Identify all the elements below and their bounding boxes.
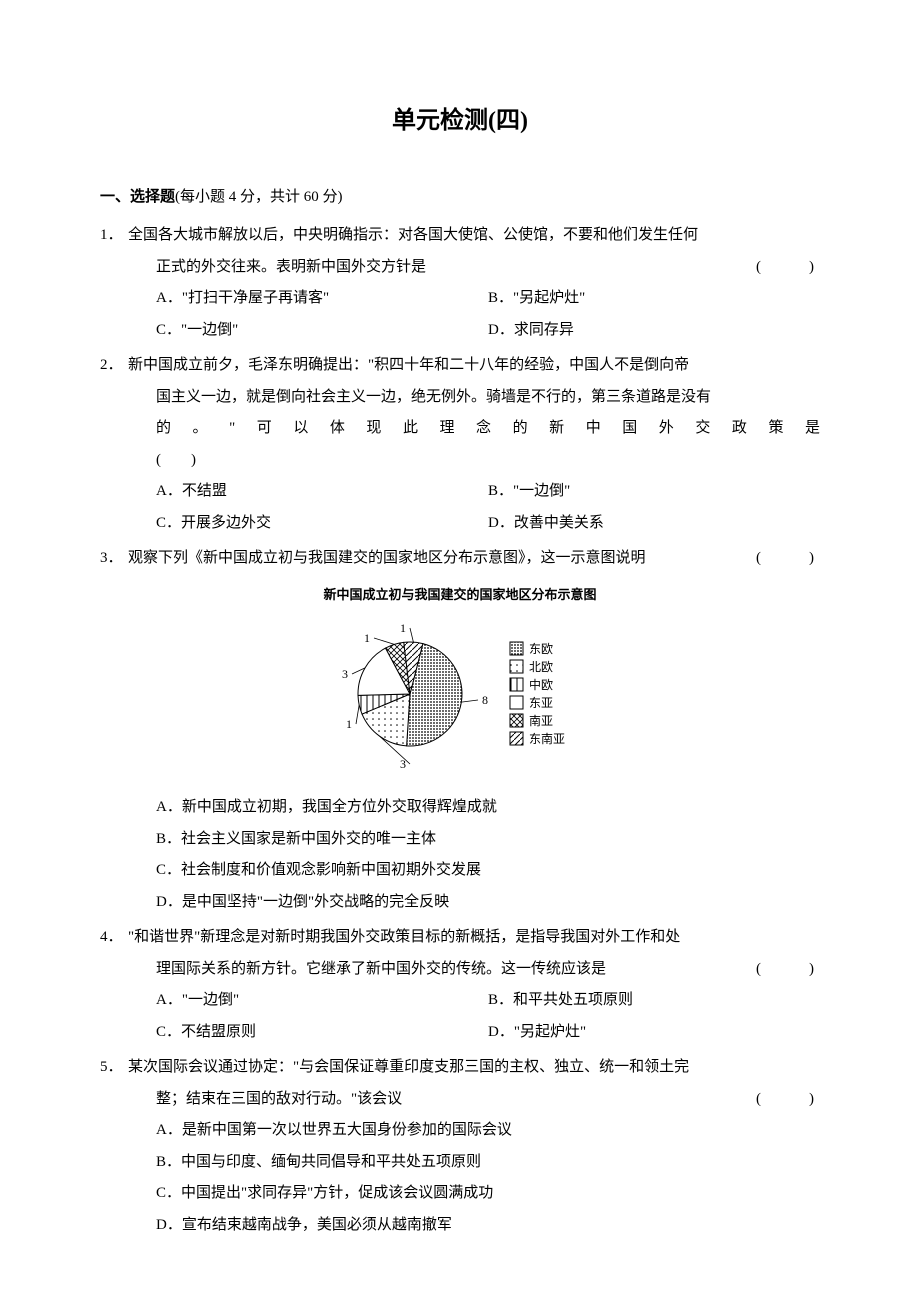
svg-text:东南亚: 东南亚 [529,731,565,746]
q2-opt-a: A．不结盟 [156,476,488,508]
q2-stem-line2: 国主义一边，就是倒向社会主义一边，绝无例外。骑墙是不行的，第三条道路是没有 [100,382,820,414]
q4-text1: "和谐世界"新理念是对新时期我国外交政策目标的新概括，是指导我国对外工作和处 [128,929,680,945]
answer-blank[interactable]: ( ) [156,452,196,468]
pie-chart: 8 3 1 3 1 1 东欧北欧中欧东亚南亚东南亚 [310,614,610,774]
q1-text1: 全国各大城市解放以后，中央明确指示：对各国大使馆、公使馆，不要和他们发生任何 [128,227,698,243]
chart-caption: 新中国成立初与我国建交的国家地区分布示意图 [100,581,820,608]
q4-opt-d: D．"另起炉灶" [488,1017,820,1049]
q1-opt-c: C．"一边倒" [156,315,488,347]
q2-options: A．不结盟 B．"一边倒" C．开展多边外交 D．改善中美关系 [100,476,820,539]
q5-stem-line1: 5． 某次国际会议通过协定："与会国保证尊重印度支那三国的主权、独立、统一和领土… [100,1052,820,1084]
q5-text2: 整；结束在三国的敌对行动。"该会议 [156,1091,402,1107]
q5-opt-b: B．中国与印度、缅甸共同倡导和平共处五项原则 [156,1147,820,1179]
q2-stem-line1: 2． 新中国成立前夕，毛泽东明确提出："积四十年和二十八年的经验，中国人不是倒向… [100,350,820,382]
q2-number: 2． [100,350,123,382]
q1-stem-line1: 1． 全国各大城市解放以后，中央明确指示：对各国大使馆、公使馆，不要和他们发生任… [100,220,820,252]
q2-opt-b: B．"一边倒" [488,476,820,508]
q4-stem-line1: 4． "和谐世界"新理念是对新时期我国外交政策目标的新概括，是指导我国对外工作和… [100,922,820,954]
question-5: 5． 某次国际会议通过协定："与会国保证尊重印度支那三国的主权、独立、统一和领土… [100,1052,820,1241]
q3-opt-d: D．是中国坚持"一边倒"外交战略的完全反映 [156,887,820,919]
answer-blank[interactable]: ( ) [756,1084,820,1116]
answer-blank[interactable]: ( ) [756,954,820,986]
q5-stem-line2: 整；结束在三国的敌对行动。"该会议 ( ) [100,1084,820,1116]
answer-blank[interactable]: ( ) [756,252,820,284]
section-scoring: (每小题 4 分，共计 60 分) [175,189,343,205]
q4-opt-a: A．"一边倒" [156,985,488,1017]
svg-text:3: 3 [342,667,348,681]
q4-number: 4． [100,922,123,954]
q2-paren-line: ( ) [100,445,820,477]
svg-text:1: 1 [364,631,370,645]
svg-text:东亚: 东亚 [529,696,553,710]
q4-stem-line2: 理国际关系的新方针。它继承了新中国外交的传统。这一传统应该是 ( ) [100,954,820,986]
section-label: 一、选择题 [100,189,175,205]
page-title: 单元检测(四) [100,100,820,135]
page: 单元检测(四) 一、选择题(每小题 4 分，共计 60 分) 1． 全国各大城市… [0,0,920,1305]
q3-options: A．新中国成立初期，我国全方位外交取得辉煌成就 B．社会主义国家是新中国外交的唯… [100,792,820,918]
question-3: 3． 观察下列《新中国成立初与我国建交的国家地区分布示意图》，这一示意图说明 (… [100,543,820,918]
svg-text:1: 1 [400,621,406,635]
q3-number: 3． [100,543,123,575]
q2-opt-d: D．改善中美关系 [488,508,820,540]
svg-text:南亚: 南亚 [529,713,553,728]
q5-opt-c: C．中国提出"求同存异"方针，促成该会议圆满成功 [156,1178,820,1210]
q1-stem-line2: 正式的外交往来。表明新中国外交方针是 ( ) [100,252,820,284]
q2-text1: 新中国成立前夕，毛泽东明确提出："积四十年和二十八年的经验，中国人不是倒向帝 [128,357,689,373]
q2-opt-c: C．开展多边外交 [156,508,488,540]
q4-text2: 理国际关系的新方针。它继承了新中国外交的传统。这一传统应该是 [156,961,606,977]
q3-opt-c: C．社会制度和价值观念影响新中国初期外交发展 [156,855,820,887]
q3-opt-b: B．社会主义国家是新中国外交的唯一主体 [156,824,820,856]
svg-text:8: 8 [482,693,488,707]
q3-text1: 观察下列《新中国成立初与我国建交的国家地区分布示意图》，这一示意图说明 [128,550,646,566]
q4-options: A．"一边倒" B．和平共处五项原则 C．不结盟原则 D．"另起炉灶" [100,985,820,1048]
q5-number: 5． [100,1052,123,1084]
svg-text:北欧: 北欧 [529,660,553,674]
question-4: 4． "和谐世界"新理念是对新时期我国外交政策目标的新概括，是指导我国对外工作和… [100,922,820,1048]
question-2: 2． 新中国成立前夕，毛泽东明确提出："积四十年和二十八年的经验，中国人不是倒向… [100,350,820,539]
section-header: 一、选择题(每小题 4 分，共计 60 分) [100,185,820,206]
q3-opt-a: A．新中国成立初期，我国全方位外交取得辉煌成就 [156,792,820,824]
svg-text:中欧: 中欧 [529,677,553,692]
q1-opt-a: A．"打扫干净屋子再请客" [156,283,488,315]
q3-stem-line1: 3． 观察下列《新中国成立初与我国建交的国家地区分布示意图》，这一示意图说明 (… [100,543,820,575]
q4-opt-b: B．和平共处五项原则 [488,985,820,1017]
q1-number: 1． [100,220,123,252]
q4-opt-c: C．不结盟原则 [156,1017,488,1049]
q5-opt-d: D．宣布结束越南战争，美国必须从越南撤军 [156,1210,820,1242]
svg-text:1: 1 [346,717,352,731]
q5-opt-a: A．是新中国第一次以世界五大国身份参加的国际会议 [156,1115,820,1147]
q1-text2: 正式的外交往来。表明新中国外交方针是 [156,259,426,275]
q1-opt-b: B．"另起炉灶" [488,283,820,315]
question-1: 1． 全国各大城市解放以后，中央明确指示：对各国大使馆、公使馆，不要和他们发生任… [100,220,820,346]
q1-options: A．"打扫干净屋子再请客" B．"另起炉灶" C．"一边倒" D．求同存异 [100,283,820,346]
q1-opt-d: D．求同存异 [488,315,820,347]
answer-blank[interactable]: ( ) [756,543,820,575]
svg-text:东欧: 东欧 [529,642,553,656]
q5-options: A．是新中国第一次以世界五大国身份参加的国际会议 B．中国与印度、缅甸共同倡导和… [100,1115,820,1241]
q5-text1: 某次国际会议通过协定："与会国保证尊重印度支那三国的主权、独立、统一和领土完 [128,1059,689,1075]
pie-chart-container: 8 3 1 3 1 1 东欧北欧中欧东亚南亚东南亚 [100,614,820,787]
svg-text:3: 3 [400,757,406,771]
q2-stem-line3: 的。"可以体现此理念的新中国外交政策是 [100,413,820,445]
